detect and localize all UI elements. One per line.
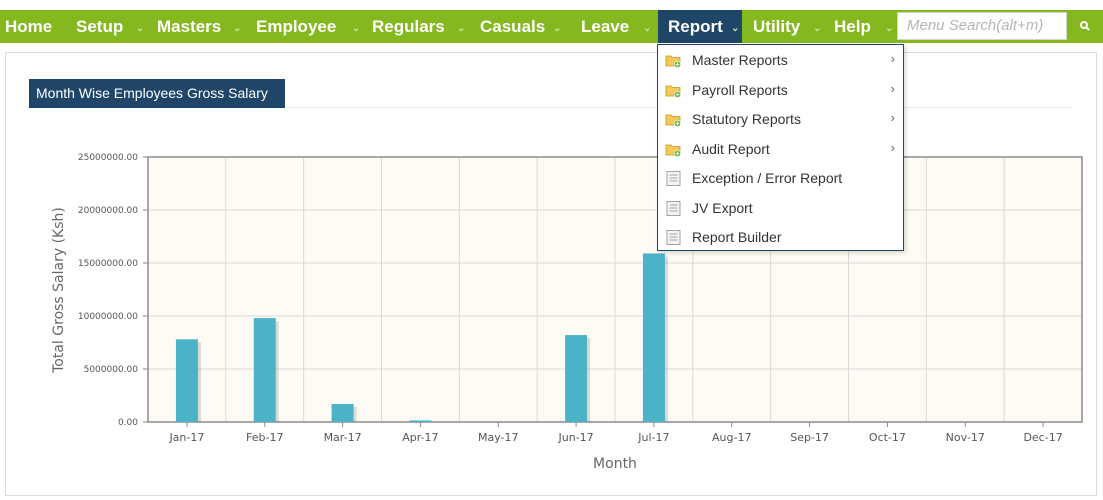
menu-search-input[interactable]: Menu Search(alt+m) — [897, 12, 1067, 40]
nav-item-label: Leave — [581, 17, 630, 36]
nav-item-leave[interactable]: Leave ⌄ — [581, 10, 651, 43]
document-icon — [666, 230, 681, 245]
report-menu-item-exception-error-report[interactable]: Exception / Error Report — [658, 164, 903, 193]
report-menu-item-master-reports[interactable]: Master Reports › — [658, 46, 903, 75]
nav-item-label: Home — [5, 17, 53, 36]
bar-mar-17 — [331, 403, 354, 422]
bar-feb-17 — [253, 318, 276, 422]
nav-item-label: Casuals — [480, 17, 546, 36]
report-menu-item-statutory-reports[interactable]: Statutory Reports › — [658, 105, 903, 134]
chevron-down-icon: ⌄ — [352, 23, 361, 34]
y-tick-label: 15000000.00 — [78, 259, 138, 269]
bar-apr-17 — [409, 420, 432, 422]
chevron-right-icon: › — [890, 51, 895, 66]
nav-item-label: Utility — [753, 17, 801, 36]
y-tick-label: 20000000.00 — [78, 206, 138, 216]
report-menu-item-label: JV Export — [692, 199, 753, 216]
report-menu-item-report-builder[interactable]: Report Builder — [658, 223, 903, 252]
nav-item-label: Employee — [256, 17, 337, 36]
nav-item-label: Regulars — [372, 17, 445, 36]
search-button[interactable] — [1070, 12, 1100, 40]
y-axis-title: Total Gross Salary (Ksh) — [51, 207, 67, 374]
x-tick-label: Jun-17 — [558, 431, 594, 444]
report-menu-item-payroll-reports[interactable]: Payroll Reports › — [658, 76, 903, 105]
x-tick-label: Oct-17 — [869, 431, 906, 444]
report-menu-item-label: Master Reports — [692, 52, 788, 68]
chevron-down-icon: ⌄ — [457, 23, 466, 34]
nav-item-utility[interactable]: Utility ⌄ — [753, 10, 821, 43]
bar-jan-17 — [175, 339, 198, 422]
report-menu-item-label: Audit Report — [692, 140, 770, 157]
report-menu-item-jv-export[interactable]: JV Export — [658, 194, 903, 223]
bar-jun-17 — [565, 335, 588, 422]
report-menu-item-label: Payroll Reports — [692, 81, 788, 98]
y-tick-label: 10000000.00 — [78, 312, 138, 322]
y-tick-label: 5000000.00 — [84, 365, 139, 375]
folder-add-icon — [665, 55, 681, 68]
search-icon — [1080, 21, 1090, 31]
x-tick-label: Nov-17 — [946, 431, 985, 444]
x-tick-label: Mar-17 — [324, 431, 362, 444]
nav-item-masters[interactable]: Masters ⌄ — [157, 10, 241, 43]
nav-item-label: Help — [834, 17, 871, 36]
nav-item-report[interactable]: Report ⌄ — [658, 10, 742, 43]
report-menu-item-label: Report Builder — [692, 229, 782, 245]
nav-item-casuals[interactable]: Casuals ⌄ — [480, 10, 561, 43]
chevron-down-icon: ⌄ — [553, 23, 562, 34]
chevron-down-icon: ⌄ — [643, 23, 652, 34]
folder-add-icon — [665, 114, 681, 127]
chevron-right-icon: › — [890, 110, 895, 125]
x-tick-label: Feb-17 — [246, 431, 283, 444]
nav-item-label: Setup — [76, 17, 124, 36]
report-dropdown-menu: Master Reports › Payroll Reports › Statutory… — [657, 44, 904, 251]
x-tick-label: Aug-17 — [712, 431, 751, 444]
report-menu-item-audit-report[interactable]: Audit Report › — [658, 135, 903, 164]
x-tick-label: May-17 — [478, 431, 519, 444]
y-tick-label: 0.00 — [118, 418, 138, 428]
nav-item-label: Report — [668, 17, 723, 36]
document-icon — [666, 200, 681, 216]
nav-item-regulars[interactable]: Regulars ⌄ — [372, 10, 465, 43]
folder-add-icon — [665, 85, 681, 98]
x-tick-label: Jul-17 — [637, 431, 669, 444]
nav-item-setup[interactable]: Setup ⌄ — [76, 10, 144, 43]
x-tick-label: Dec-17 — [1023, 431, 1062, 444]
chevron-down-icon: ⌄ — [233, 23, 242, 34]
chevron-down-icon: ⌄ — [731, 23, 740, 34]
nav-item-label: Masters — [157, 17, 222, 36]
chevron-right-icon: › — [890, 139, 895, 155]
document-icon — [666, 171, 681, 186]
plot-border — [147, 156, 1083, 423]
folder-add-icon — [665, 144, 681, 157]
x-tick-label: Jan-17 — [168, 431, 204, 444]
report-menu-item-label: Statutory Reports — [692, 111, 801, 127]
widget-title: Month Wise Employees Gross Salary — [29, 79, 285, 108]
y-tick-label: 25000000.00 — [78, 153, 138, 163]
chevron-down-icon: ⌄ — [813, 23, 822, 34]
x-axis-title: Month — [593, 456, 637, 472]
nav-item-help[interactable]: Help ⌄ — [834, 10, 893, 43]
nav-item-home[interactable]: Home — [5, 10, 52, 43]
bar-jul-17 — [642, 253, 665, 422]
x-tick-label: Sep-17 — [790, 431, 829, 444]
nav-item-employee[interactable]: Employee ⌄ — [256, 10, 360, 43]
chevron-down-icon: ⌄ — [136, 23, 145, 34]
report-menu-item-label: Exception / Error Report — [692, 170, 843, 186]
chevron-right-icon: › — [890, 80, 895, 96]
x-tick-label: Apr-17 — [402, 431, 438, 444]
chevron-down-icon: ⌄ — [885, 23, 894, 34]
